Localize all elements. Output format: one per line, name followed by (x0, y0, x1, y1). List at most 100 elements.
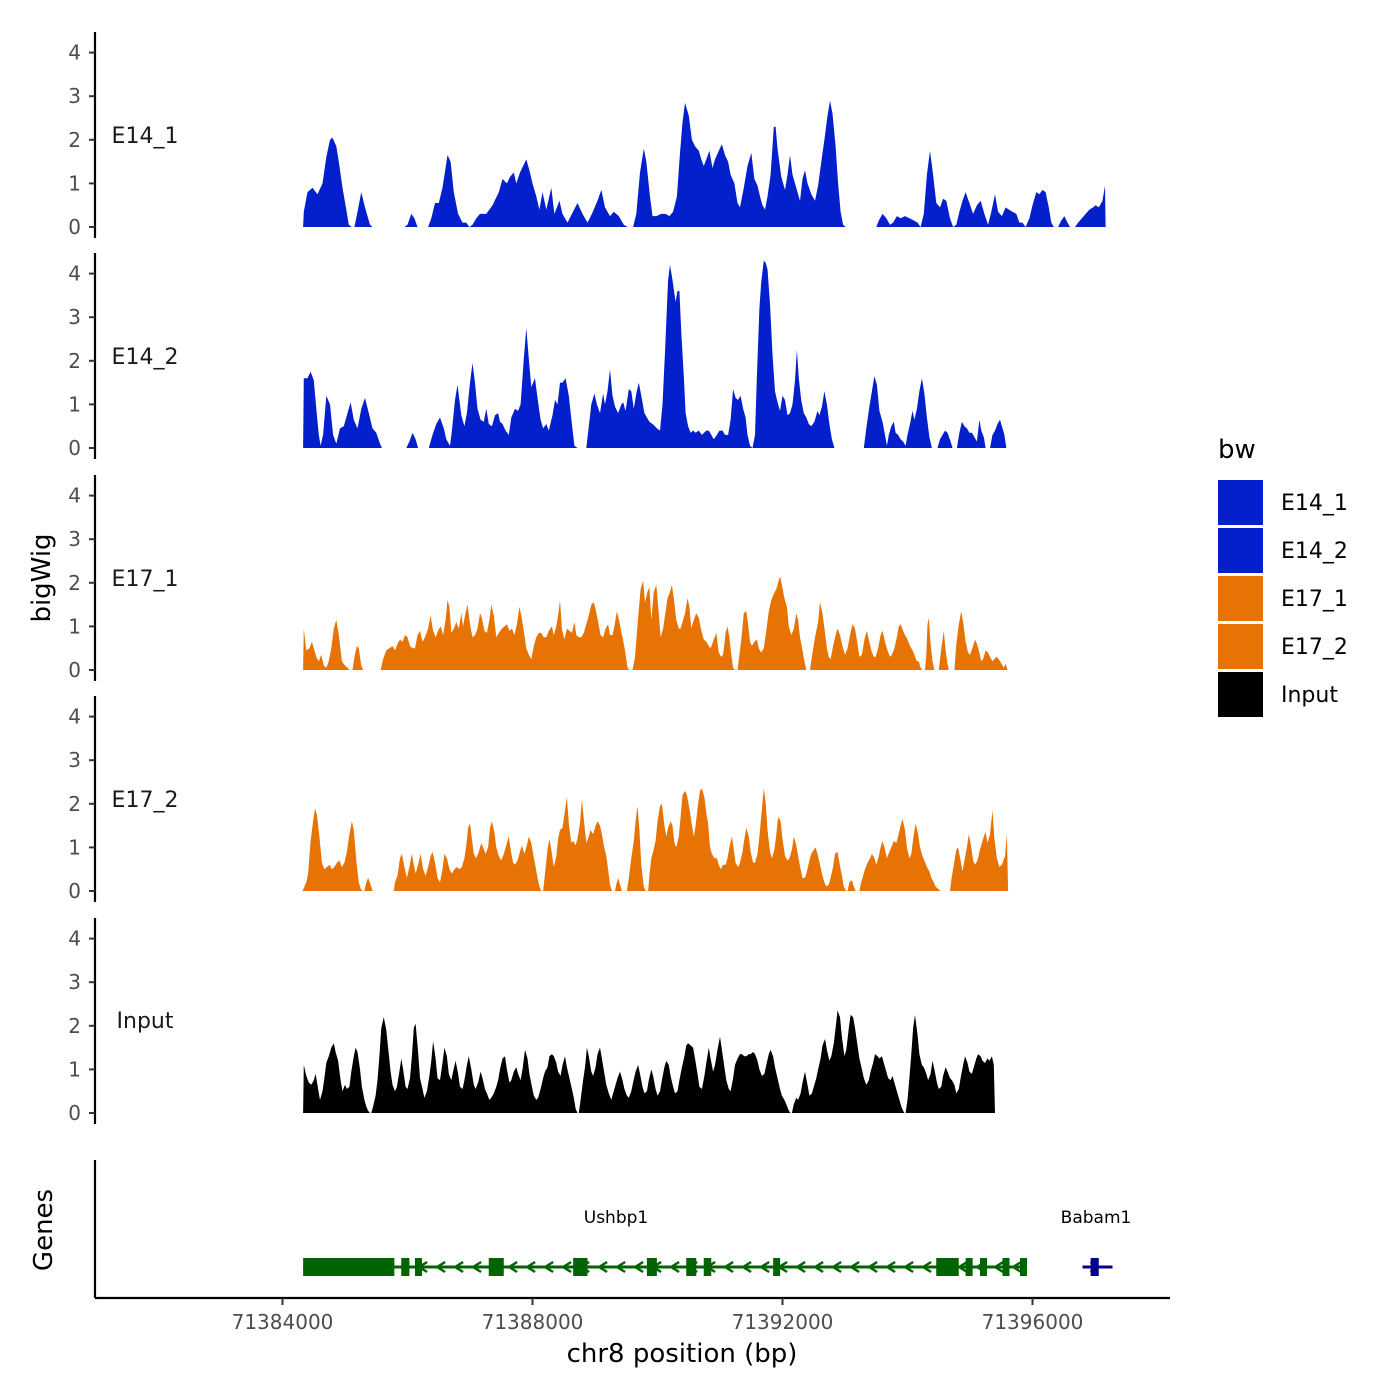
x-tick-label: 71388000 (482, 1310, 584, 1334)
y-tick-label: 3 (68, 527, 81, 551)
strand-arrow (920, 1260, 932, 1274)
track-label: Input (117, 1009, 174, 1034)
legend: bw E14_1 E14_2 E17_1 E17_2 Input (1218, 435, 1348, 717)
strand-arrow (524, 1260, 536, 1274)
strand-arrow (956, 1260, 968, 1274)
y-tick-label: 3 (68, 748, 81, 772)
gene-label: Babam1 (1061, 1208, 1132, 1228)
y-tick-label: 1 (68, 614, 81, 638)
strand-arrow (902, 1260, 914, 1274)
exon (401, 1258, 410, 1276)
strand-arrow (866, 1260, 878, 1274)
gene-Ushbp1: Ushbp1 (303, 1208, 1027, 1276)
strand-arrow (794, 1260, 806, 1274)
y-tick-label: 1 (68, 835, 81, 859)
y-tick-label: 4 (68, 484, 81, 508)
exon (980, 1258, 987, 1276)
legend-label: Input (1281, 683, 1338, 708)
track-label: E17_1 (112, 567, 179, 592)
y-tick-label: 0 (68, 879, 81, 903)
strand-arrow (812, 1260, 824, 1274)
y-tick-label: 0 (68, 215, 81, 239)
exon (686, 1258, 697, 1276)
y-tick-label: 4 (68, 927, 81, 951)
strand-arrow (452, 1260, 464, 1274)
genes-axis-title: Genes (29, 1189, 59, 1271)
legend-swatch (1218, 480, 1263, 525)
exon (573, 1258, 588, 1276)
x-axis-title: chr8 position (bp) (567, 1339, 798, 1369)
strand-arrow (830, 1260, 842, 1274)
gene-label: Ushbp1 (584, 1208, 648, 1228)
track-label: E17_2 (112, 788, 179, 813)
y-tick-label: 3 (68, 305, 81, 329)
x-axis: 71384000 71388000 71392000 71396000 (95, 1296, 1170, 1334)
exon (488, 1258, 504, 1276)
area-Input (303, 1010, 1007, 1113)
legend-swatch (1218, 528, 1263, 573)
y-tick-label: 1 (68, 392, 81, 416)
y-tick-label: 0 (68, 1101, 81, 1125)
legend-label: E14_1 (1281, 491, 1348, 516)
strand-arrow (848, 1260, 860, 1274)
strand-arrow (434, 1260, 446, 1274)
y-tick-label: 2 (68, 792, 81, 816)
exon (1020, 1258, 1027, 1276)
y-tick-label: 4 (68, 705, 81, 729)
y-tick-label: 4 (68, 262, 81, 286)
strand-arrow (560, 1260, 572, 1274)
y-tick-label: 2 (68, 128, 81, 152)
track-label: E14_1 (112, 124, 179, 149)
y-tick-label: 0 (68, 658, 81, 682)
y-tick-label: 4 (68, 41, 81, 65)
legend-swatch (1218, 672, 1263, 717)
track-label: E14_2 (112, 345, 179, 370)
y-tick-label: 2 (68, 1014, 81, 1038)
legend-swatch (1218, 624, 1263, 669)
gene-Babam1: Babam1 (1061, 1208, 1132, 1276)
exon (1090, 1258, 1099, 1276)
y-tick-label: 2 (68, 349, 81, 373)
exon (936, 1258, 959, 1276)
exon (415, 1258, 422, 1276)
track-E14_1: 0 1 2 3 4 E14_1 (68, 32, 1106, 239)
signal-tracks: 0 1 2 3 4 E14_1 0 1 2 3 4 E14_2 0 1 2 3 4 E17_1 0 1 2 3 4 E17_2… (68, 32, 1106, 1125)
exon (965, 1258, 973, 1276)
track-E14_2: 0 1 2 3 4 E14_2 (68, 253, 1106, 460)
exon (303, 1258, 395, 1276)
strand-arrow (596, 1260, 608, 1274)
area-E17_2 (302, 788, 1009, 891)
y-axis-title: bigWig (27, 533, 57, 622)
exon (773, 1258, 781, 1276)
strand-arrow (668, 1260, 680, 1274)
y-tick-label: 1 (68, 171, 81, 195)
strand-arrow (632, 1260, 644, 1274)
y-tick-label: 1 (68, 1057, 81, 1081)
track-Input: 0 1 2 3 4 Input (68, 918, 1007, 1125)
legend-label: E17_2 (1281, 635, 1348, 660)
strand-arrow (470, 1260, 482, 1274)
x-tick-label: 71392000 (732, 1310, 834, 1334)
legend-swatch (1218, 576, 1263, 621)
strand-arrow (506, 1260, 518, 1274)
genes-panel: Ushbp1 Babam1 (93, 1160, 1132, 1298)
exon (1002, 1258, 1010, 1276)
track-E17_2: 0 1 2 3 4 E17_2 (68, 696, 1009, 903)
strand-arrow (992, 1260, 1004, 1274)
strand-arrow (758, 1260, 770, 1274)
strand-arrow (722, 1260, 734, 1274)
legend-label: E17_1 (1281, 587, 1348, 612)
area-E14_1 (303, 100, 1106, 227)
y-tick-label: 3 (68, 84, 81, 108)
y-tick-label: 3 (68, 970, 81, 994)
legend-label: E14_2 (1281, 539, 1348, 564)
strand-arrow (542, 1260, 554, 1274)
legend-title: bw (1218, 435, 1256, 465)
strand-arrow (1010, 1260, 1022, 1274)
strand-arrow (884, 1260, 896, 1274)
y-tick-label: 0 (68, 436, 81, 460)
track-E17_1: 0 1 2 3 4 E17_1 (68, 475, 1008, 682)
exon (703, 1258, 712, 1276)
